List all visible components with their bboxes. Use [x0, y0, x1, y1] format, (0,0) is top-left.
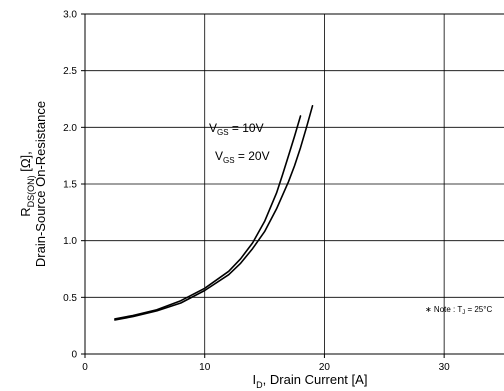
y-tick-label-5: 2.5 — [63, 66, 77, 77]
series-line-0 — [114, 115, 302, 320]
y-axis-label: RDS(ON) [Ω], Drain-Source On-Resistance — [18, 101, 48, 267]
y-tick-label-0: 0 — [71, 350, 77, 361]
series-lines — [114, 105, 314, 321]
series-line-1 — [114, 105, 314, 321]
y-tick-label-1: 0.5 — [63, 293, 77, 304]
y-tick-label-6: 3.0 — [63, 10, 77, 21]
grid — [85, 14, 504, 354]
x-tick-label-2: 20 — [319, 362, 331, 373]
note-annotation: ∗ Note : TJ = 25°C — [425, 305, 492, 316]
x-tick-label-1: 10 — [199, 362, 211, 373]
y-tick-label-2: 1.0 — [63, 236, 77, 247]
y-tick-label-3: 1.5 — [63, 180, 77, 191]
x-tick-label-0: 0 — [82, 362, 88, 373]
x-tick-label-3: 30 — [439, 362, 451, 373]
legend-label-vgs-20v: VGS = 20V — [215, 149, 270, 165]
y-axis-label-line2: Drain-Source On-Resistance — [33, 101, 48, 267]
legend-label-vgs-10v: VGS = 10V — [209, 121, 264, 137]
ticks: 0 10 20 30 0 0.5 1.0 1.5 2.0 2.5 3.0 — [63, 10, 450, 374]
y-axis-label-line1: RDS(ON) [Ω], — [18, 151, 36, 217]
y-tick-label-4: 2.0 — [63, 123, 77, 134]
x-axis-label: ID, Drain Current [A] — [253, 372, 368, 390]
